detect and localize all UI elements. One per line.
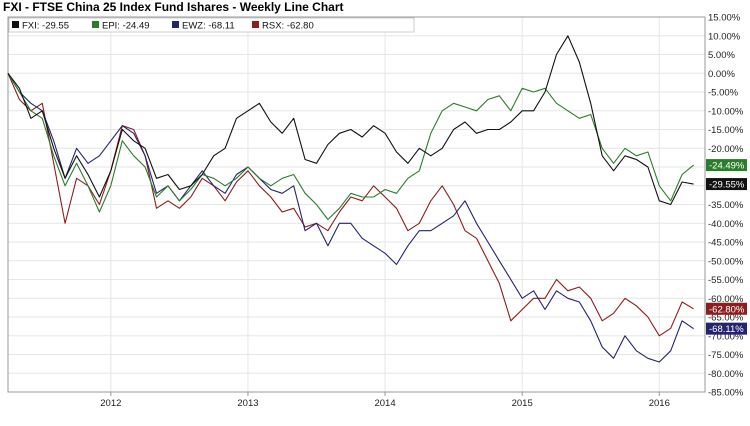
end-label-ewz: -68.11% (709, 324, 744, 335)
legend: FXI: -29.55 EPI: -24.49 EWZ: -68.11 RSX: -6… (8, 17, 415, 33)
end-label-fxi: -29.55% (709, 180, 745, 191)
y-tick-label: -5.00% (708, 88, 739, 99)
legend-swatch-epi (92, 21, 99, 28)
y-tick-label: -50.00% (708, 256, 744, 267)
y-tick-label: -15.00% (708, 125, 744, 136)
y-tick-label: -80.00% (708, 369, 744, 380)
y-tick-label: -10.00% (708, 106, 744, 117)
end-label-box-epi (706, 159, 747, 172)
end-label-box-rsx (706, 302, 747, 315)
y-tick-label: 5.00% (708, 50, 735, 61)
x-axis: 2012 2013 2014 2015 2016 (100, 392, 670, 409)
x-tick-label: 2015 (512, 398, 533, 409)
series-line-ewz (7, 73, 694, 363)
legend-entry-epi: EPI: -24.49 (102, 21, 150, 32)
end-label-rsx: -62.80% (709, 304, 745, 315)
legend-swatch-ewz (172, 21, 179, 28)
y-tick-label: -35.00% (708, 200, 744, 211)
legend-box (8, 17, 415, 33)
x-tick-label: 2012 (100, 398, 121, 409)
end-label-epi: -24.49% (709, 161, 745, 172)
y-tick-label: 0.00% (708, 69, 735, 80)
series-line-epi (7, 73, 694, 221)
end-label-box-fxi (706, 178, 747, 191)
y-tick-label: -55.00% (708, 275, 744, 286)
y-tick-label: -85.00% (708, 388, 744, 399)
series-line-fxi (7, 35, 694, 206)
x-tick-label: 2016 (649, 398, 670, 409)
y-tick-label: 10.00% (708, 31, 741, 42)
end-label-box-ewz (706, 322, 747, 335)
plot-frame (7, 16, 706, 393)
y-tick-label: 15.00% (708, 13, 741, 24)
legend-swatch-fxi (12, 21, 19, 28)
series-lines (7, 35, 694, 363)
x-tick-label: 2013 (237, 398, 258, 409)
legend-entry-ewz: EWZ: -68.11 (182, 21, 235, 32)
y-tick-label: -20.00% (708, 144, 744, 155)
y-tick-label: -40.00% (708, 219, 744, 230)
y-tick-label: -65.00% (708, 313, 744, 324)
y-tick-label: -45.00% (708, 238, 744, 249)
legend-entry-fxi: FXI: -29.55 (22, 21, 69, 32)
legend-swatch-rsx (252, 21, 259, 28)
legend-entry-rsx: RSX: -62.80 (262, 21, 314, 32)
grid-lines (8, 16, 705, 393)
y-tick-label: -75.00% (708, 350, 744, 361)
y-axis: 15.00% 10.00% 5.00% 0.00% -5.00% -10.00% -15.0… (708, 13, 744, 399)
y-tick-label: -60.00% (708, 294, 744, 305)
end-value-labels: -29.55% -24.49% -68.11% -62.80% (706, 159, 747, 335)
y-tick-label: -70.00% (708, 331, 744, 342)
chart-title: FXI - FTSE China 25 Index Fund Ishares -… (3, 0, 344, 14)
x-tick-label: 2014 (374, 398, 395, 409)
